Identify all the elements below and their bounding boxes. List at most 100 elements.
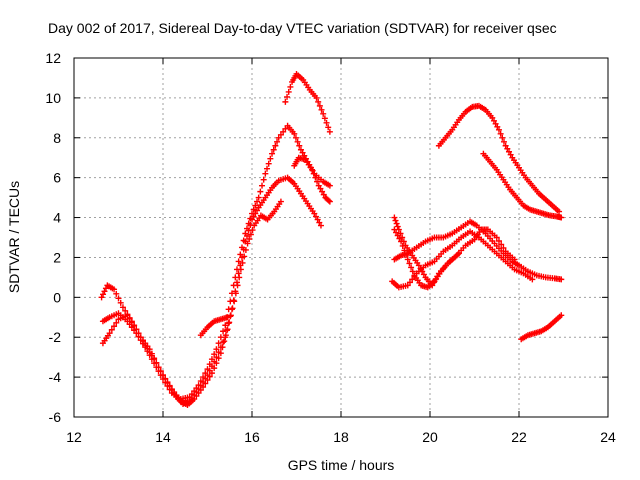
data-point [195,382,202,389]
series-arc-5 [282,70,333,135]
data-point [221,338,228,345]
data-point [312,174,319,181]
data-point [242,246,249,253]
data-point [155,364,162,371]
series-arc-8 [391,218,565,283]
data-point [316,102,323,109]
data-point [497,130,504,137]
grid-lines [74,58,608,417]
series-arc-11 [435,102,563,215]
data-point [242,230,249,237]
data-point [208,356,215,363]
data-point [264,165,271,172]
data-point [164,379,171,386]
data-point [323,119,330,126]
data-point [144,345,151,352]
data-point [267,155,274,162]
data-point [236,274,243,281]
data-point [313,94,320,101]
data-point [291,130,298,137]
data-point [204,366,211,373]
data-point [495,237,502,244]
data-point [403,251,410,258]
y-tick-label: -2 [49,329,62,345]
data-point [318,106,325,113]
axis-ticks [73,57,609,418]
data-point [326,128,333,135]
data-point [325,197,332,204]
data-point [160,372,166,379]
data-point [249,227,256,234]
data-point [133,326,140,333]
x-axis-title: GPS time / hours [288,457,395,473]
data-point [401,247,408,254]
data-point [113,290,120,297]
data-point [220,328,227,335]
data-point [408,264,415,271]
data-point [260,176,267,183]
x-tick-label: 20 [422,429,438,445]
data-point [122,307,129,314]
data-point [202,380,209,387]
series-arc-4 [197,314,231,339]
data-point [498,241,505,248]
data-point [215,340,222,347]
chart-title: Day 002 of 2017, Sidereal Day-to-day VTE… [48,20,557,36]
data-point [202,370,209,377]
data-point [222,332,229,339]
data-point [284,93,291,100]
data-point [217,350,224,357]
data-point [259,182,266,189]
data-point [231,298,238,305]
data-point [204,377,211,384]
data-point [493,234,500,241]
data-point [246,235,253,242]
data-point [392,217,399,224]
data-point [139,338,146,345]
data-point [244,240,251,247]
data-point [126,315,133,322]
data-point [270,146,277,153]
data-point [325,124,332,131]
data-point [558,312,565,319]
data-point [455,250,462,257]
series-arc-10 [391,226,462,291]
x-tick-label: 22 [511,429,527,445]
data-point [287,83,294,90]
series-arc-12 [480,150,565,221]
data-point [404,256,411,263]
data-point [162,375,169,382]
data-point [398,238,405,245]
data-point [106,330,113,337]
data-point [255,194,262,201]
data-point [320,110,327,117]
data-point [317,222,324,229]
data-point [399,234,406,241]
series-arc-9 [389,228,536,291]
data-point [321,115,328,122]
y-tick-label: 8 [53,130,61,146]
data-point [274,138,281,145]
x-tick-label: 24 [600,429,616,445]
data-point [211,365,218,372]
data-point [117,299,124,306]
data-point [243,225,250,232]
data-point [232,290,239,297]
data-point [500,138,507,145]
y-tick-label: 4 [53,210,61,226]
data-point [296,142,303,149]
data-point [247,215,254,222]
data-point [269,150,276,157]
data-point [454,251,461,258]
x-tick-labels: 12 14 16 18 20 22 24 [66,429,616,445]
data-point [237,266,244,273]
data-point [111,286,118,293]
data-point [499,134,506,141]
data-point [285,88,292,95]
data-point [406,260,413,267]
data-point [326,198,333,205]
data-point [213,360,220,367]
x-tick-label: 18 [333,429,349,445]
y-tick-label: 12 [45,50,61,66]
data-point [292,134,299,141]
